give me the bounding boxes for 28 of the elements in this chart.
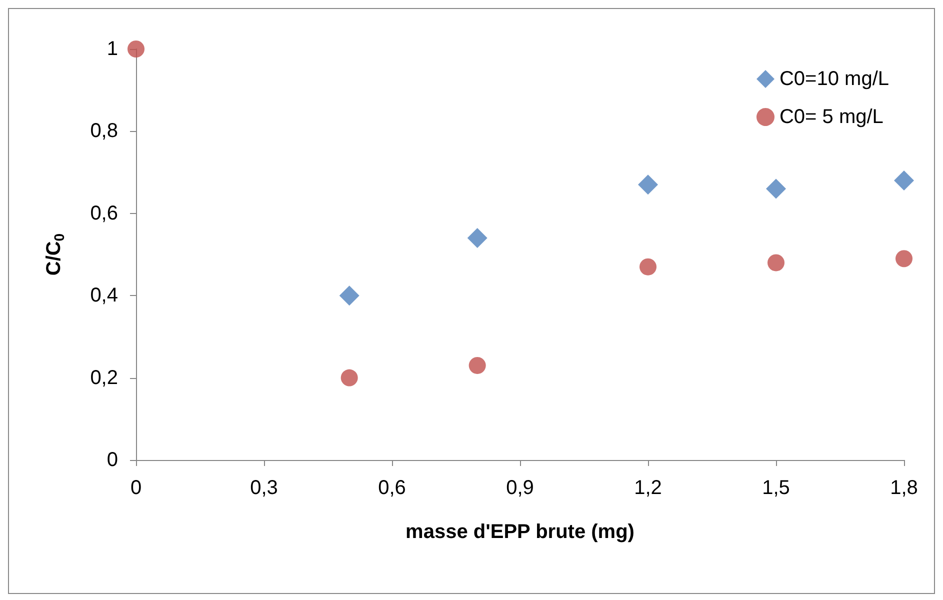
y-axis-title: C/C0: [43, 233, 67, 276]
x-tick-label: 0,6: [378, 477, 406, 499]
x-tick-label: 0,9: [506, 477, 534, 499]
legend-label: C0= 5 mg/L: [779, 106, 884, 128]
x-tick-label: 1,8: [890, 477, 918, 499]
y-tick-label: 0,4: [90, 284, 118, 307]
x-tick-label: 1,5: [762, 477, 790, 499]
x-tick-label: 0,3: [250, 477, 278, 499]
point: [339, 286, 360, 306]
y-tick-label: 1: [106, 38, 118, 60]
point: [768, 254, 784, 272]
point: [766, 178, 786, 199]
y-tick-label: 0: [106, 449, 118, 471]
point: [640, 258, 656, 276]
point: [896, 250, 912, 268]
point: [638, 174, 658, 195]
point: [894, 170, 914, 191]
x-tick-label: 1,2: [634, 477, 662, 499]
x-tick-label: 0: [130, 477, 142, 499]
point: [340, 369, 358, 386]
point: [467, 228, 488, 248]
y-tick-label: 0,2: [90, 366, 118, 389]
point: [468, 356, 486, 374]
x-axis-title: masse d'EPP brute (mg): [406, 521, 634, 543]
y-tick-label: 0,6: [90, 202, 118, 224]
y-tick-label: 0,8: [90, 120, 118, 142]
point: [128, 40, 144, 58]
legend-label: C0=10 mg/L: [779, 68, 890, 90]
